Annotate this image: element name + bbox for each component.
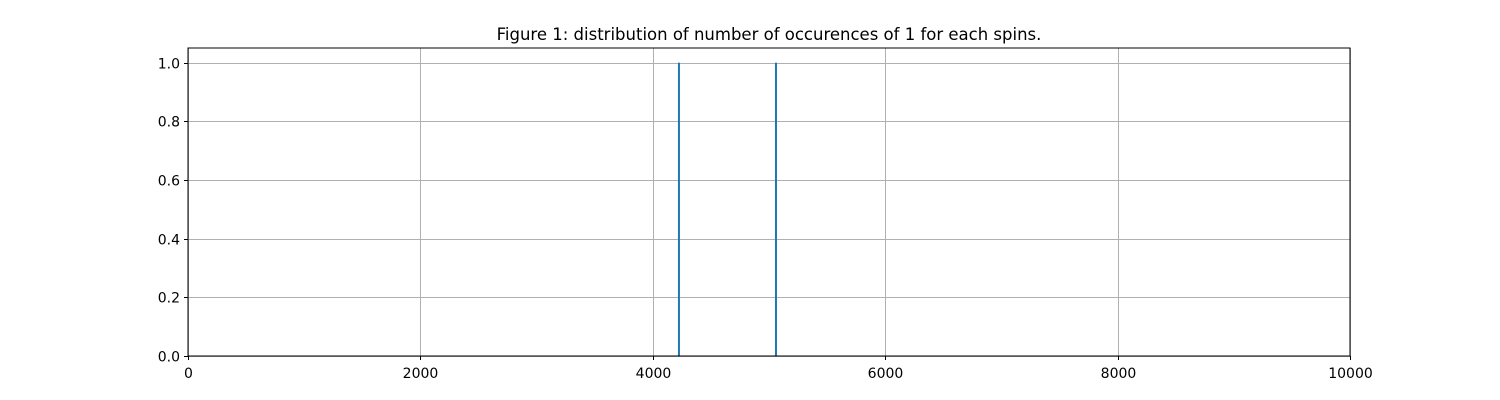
y-tick-label: 0.8 bbox=[158, 115, 180, 131]
y-tick-label: 0.6 bbox=[158, 174, 180, 190]
bar bbox=[774, 62, 777, 357]
chart-title: Figure 1: distribution of number of occu… bbox=[497, 25, 1042, 44]
x-tick-label: 6000 bbox=[868, 366, 904, 382]
x-axis: 0 2000 4000 6000 8000 10000 bbox=[184, 356, 1373, 382]
x-tick-label: 0 bbox=[184, 366, 193, 382]
y-tick-label: 1.0 bbox=[158, 57, 180, 73]
y-tick-label: 0.2 bbox=[158, 291, 180, 307]
plot-frame bbox=[187, 47, 1351, 357]
bar bbox=[677, 62, 680, 357]
y-tick-label: 0.4 bbox=[158, 233, 180, 249]
y-tick-label: 0.0 bbox=[158, 350, 180, 366]
x-tick-label: 10000 bbox=[1328, 366, 1373, 382]
bars bbox=[677, 62, 777, 357]
x-tick-label: 4000 bbox=[636, 366, 672, 382]
x-tick-label: 2000 bbox=[403, 366, 439, 382]
x-tick-label: 8000 bbox=[1101, 366, 1137, 382]
y-axis: 0.0 0.2 0.4 0.6 0.8 1.0 bbox=[158, 57, 188, 366]
